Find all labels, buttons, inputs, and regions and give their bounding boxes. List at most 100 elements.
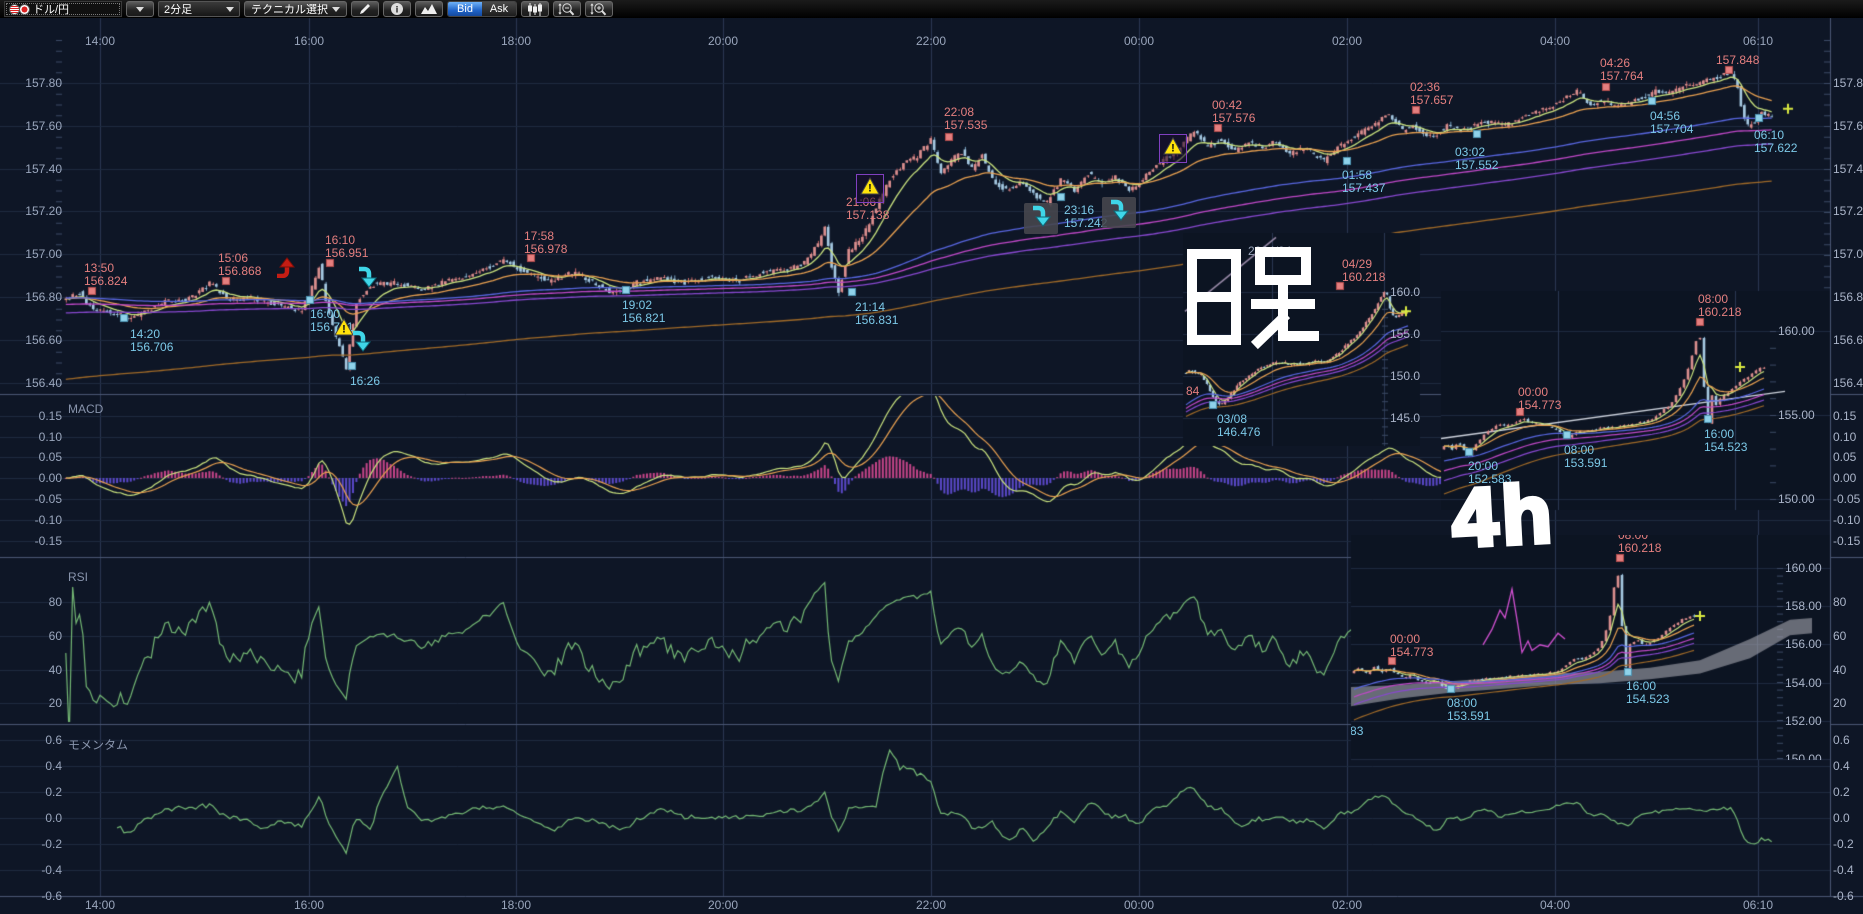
- axis-label: 0.4: [1833, 759, 1850, 773]
- swing-label-low: 21:14 156.831: [855, 300, 899, 327]
- swing-label-high: 00:42 157.576: [1212, 98, 1256, 125]
- axis-label: 02:00: [1331, 34, 1363, 48]
- zoom-out-icon: [558, 3, 575, 16]
- zoom-out-button[interactable]: [553, 1, 581, 17]
- axis-label: 160.00: [1778, 324, 1815, 338]
- swing-label-high: 08:00 160.218: [1618, 535, 1662, 555]
- svg-text:!: !: [868, 183, 872, 195]
- axis-label: 18:00: [500, 898, 532, 912]
- axis-label: 160.00: [1390, 285, 1420, 299]
- arrow-down-stamp-button[interactable]: [1024, 203, 1058, 234]
- timeframe-label: 2分足: [164, 4, 193, 16]
- inset-text-label: 84: [1186, 384, 1200, 398]
- axis-label: 158.00: [1785, 599, 1822, 613]
- axis-label: 0.15: [1833, 409, 1857, 423]
- candlestick-style-button[interactable]: [521, 1, 549, 17]
- axis-label: -0.15: [34, 534, 62, 548]
- currency-pair-selector[interactable]: ドル/円: [4, 1, 122, 17]
- swing-label-high: 157.848: [1716, 53, 1760, 67]
- axis-label: 0.2: [45, 785, 62, 799]
- swing-label-low: 16:26: [350, 374, 381, 388]
- timeframe-select[interactable]: 2分足: [158, 1, 240, 17]
- axis-label: 157.20: [25, 204, 62, 218]
- info-icon: i: [391, 3, 403, 15]
- info-button[interactable]: i: [383, 1, 411, 17]
- rsi-panel-title: RSI: [68, 570, 89, 584]
- axis-label: 157.80: [25, 76, 62, 90]
- axis-label: 160.00: [1785, 561, 1822, 575]
- swing-label-low: 08:00 153.591: [1447, 696, 1491, 723]
- pair-dropdown-button[interactable]: [126, 1, 154, 17]
- technical-select-button[interactable]: テクニカル選択: [244, 1, 347, 17]
- axis-label: -0.10: [1833, 513, 1861, 527]
- swing-label-low: 03:02 157.552: [1455, 145, 1499, 172]
- axis-label: -0.4: [1833, 863, 1854, 877]
- axis-label: -0.10: [34, 513, 62, 527]
- axis-label: 150.00: [1785, 752, 1822, 760]
- axis-label: 0.4: [45, 759, 62, 773]
- arrow-down-marker: [356, 266, 378, 293]
- warning-icon: !: [860, 176, 880, 195]
- axis-label: 06:10: [1742, 898, 1774, 912]
- arrow-down-cyan-icon: [353, 330, 372, 352]
- axis-label: -0.6: [41, 889, 62, 903]
- axis-label: 20:00: [707, 898, 739, 912]
- swing-label-high: 22:08 157.535: [944, 105, 988, 132]
- axis-label: 80: [1833, 595, 1847, 609]
- axis-label: 20:00: [707, 34, 739, 48]
- axis-label: 156.60: [25, 333, 62, 347]
- axis-label: -0.2: [1833, 837, 1854, 851]
- axis-label: 60: [48, 629, 62, 643]
- swing-label-high: 00:00 154.773: [1518, 385, 1562, 412]
- axis-label: 0.05: [1833, 450, 1857, 464]
- axis-label: 157.2: [1833, 204, 1863, 218]
- axis-label: 06:10: [1742, 34, 1774, 48]
- axis-label: 157.00: [25, 247, 62, 261]
- axis-label: 0.05: [38, 450, 62, 464]
- pencil-icon: [360, 4, 370, 14]
- swing-label-low: 14:20 156.706: [130, 327, 174, 354]
- arrow-down-cyan-icon: [359, 266, 378, 288]
- axis-label: 150.00: [1390, 369, 1420, 383]
- axis-label: 156.6: [1833, 333, 1863, 347]
- bid-toggle[interactable]: Bid: [448, 2, 482, 16]
- axis-label: 157.8: [1833, 76, 1863, 90]
- swing-label-low: 16:00 154.523: [1626, 679, 1670, 706]
- axis-label: -0.05: [1833, 492, 1861, 506]
- zoom-in-button[interactable]: [585, 1, 613, 17]
- swing-label-high: 02:36 157.657: [1410, 80, 1454, 107]
- axis-label: 0.00: [1833, 471, 1857, 485]
- candlestick-icon: [528, 2, 542, 16]
- axis-label: 0.0: [45, 811, 62, 825]
- axis-label: 157.0: [1833, 247, 1863, 261]
- arrow-down-marker: [350, 330, 372, 357]
- axis-label: 0.10: [38, 430, 62, 444]
- chevron-down-icon: [332, 6, 340, 12]
- axis-label: 157.40: [25, 162, 62, 176]
- axis-label: -0.2: [41, 837, 62, 851]
- inset-chart-4h: 160.00 158.00 156.00 154.00 152.00 150.00 08:0…: [1351, 535, 1830, 760]
- axis-label: 60: [1833, 629, 1847, 643]
- chevron-down-icon: [136, 6, 144, 12]
- axis-label: 14:00: [84, 34, 116, 48]
- axis-label: 156.80: [25, 290, 62, 304]
- ask-toggle[interactable]: Ask: [482, 2, 516, 16]
- macd-panel-title: MACD: [68, 402, 104, 416]
- currency-pair-label: ドル/円: [33, 4, 70, 16]
- axis-label: -0.05: [34, 492, 62, 506]
- draw-tool-button[interactable]: [351, 1, 379, 17]
- chart-style-button[interactable]: [415, 1, 443, 17]
- axis-label: 150.00: [1778, 492, 1815, 506]
- chevron-down-icon: [226, 6, 234, 12]
- handwritten-daily-icon: [1187, 247, 1319, 350]
- swing-label-high: 04:26 157.764: [1600, 56, 1644, 83]
- axis-label: -0.4: [41, 863, 62, 877]
- axis-label: 02:00: [1331, 898, 1363, 912]
- svg-text:!: !: [1171, 143, 1175, 155]
- swing-label-high: 13:50 156.824: [84, 261, 128, 288]
- momentum-panel-title: モメンタム: [68, 738, 129, 752]
- arrow-down-stamp-button[interactable]: [1102, 197, 1136, 228]
